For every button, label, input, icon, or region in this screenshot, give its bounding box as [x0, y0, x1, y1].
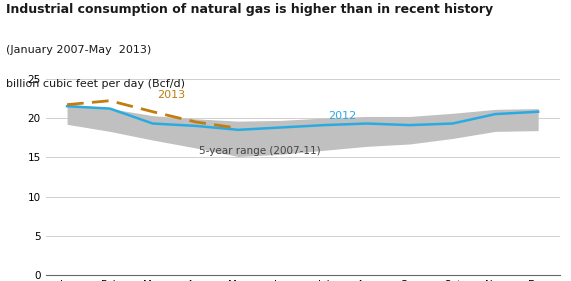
Text: 2012: 2012 [328, 111, 356, 121]
Text: (January 2007-May  2013): (January 2007-May 2013) [6, 45, 151, 55]
Text: 5-year range (2007-11): 5-year range (2007-11) [199, 146, 321, 156]
Text: Industrial consumption of natural gas is higher than in recent history: Industrial consumption of natural gas is… [6, 3, 493, 16]
Text: 2013: 2013 [157, 90, 185, 100]
Text: billion cubic feet per day (Bcf/d): billion cubic feet per day (Bcf/d) [6, 79, 184, 89]
